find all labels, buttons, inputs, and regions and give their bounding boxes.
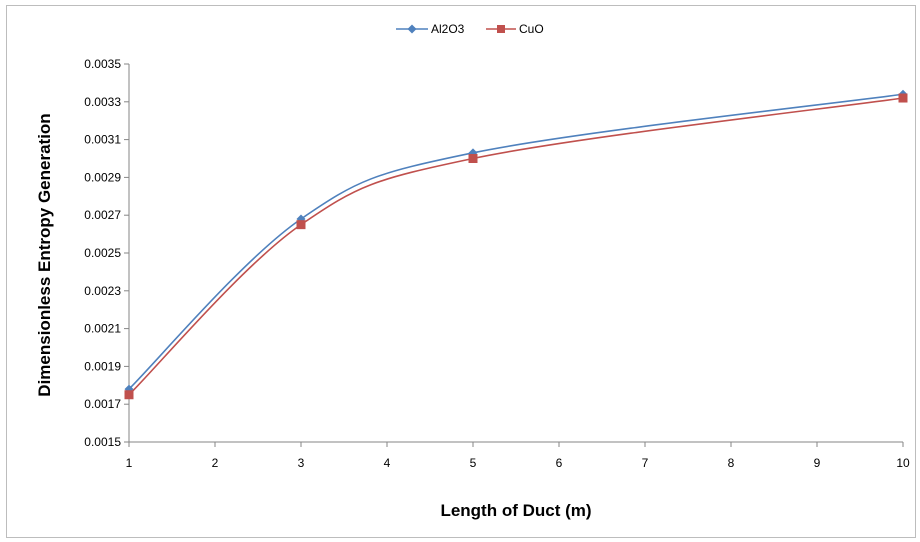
- x-tick-label: 3: [298, 456, 305, 470]
- data-point-cuo: [124, 390, 134, 400]
- x-tick-label: 9: [814, 456, 821, 470]
- y-tick-label: 0.0015: [84, 435, 121, 449]
- y-tick-label: 0.0023: [84, 284, 121, 298]
- y-tick-label: 0.0035: [84, 57, 121, 71]
- series-layer: [124, 89, 908, 400]
- y-axis-title: Dimensionless Entropy Generation: [35, 113, 54, 396]
- series-line-cuo: [128, 97, 904, 396]
- y-tick-label: 0.0025: [84, 246, 121, 260]
- legend-cuo-marker: [497, 25, 505, 33]
- legend-cuo-label: CuO: [519, 22, 544, 36]
- y-tick-label: 0.0021: [84, 322, 121, 336]
- x-tick-label: 5: [470, 456, 477, 470]
- x-tick-label: 7: [642, 456, 649, 470]
- y-tick-label: 0.0019: [84, 359, 121, 373]
- data-point-cuo: [898, 93, 908, 103]
- axes: [128, 64, 903, 443]
- x-ticks: 1 2 3 4 5 6 7 8 9 10: [126, 442, 910, 470]
- x-tick-label: 1: [126, 456, 133, 470]
- x-axis-title: Length of Duct (m): [440, 501, 591, 520]
- y-tick-label: 0.0033: [84, 95, 121, 109]
- x-tick-label: 8: [728, 456, 735, 470]
- data-point-cuo: [296, 220, 306, 230]
- x-tick-label: 10: [896, 456, 910, 470]
- chart-area: [6, 5, 916, 538]
- series-line-al2o3: [128, 93, 904, 390]
- legend: Al2O3 CuO: [396, 22, 544, 36]
- data-point-cuo: [468, 154, 478, 163]
- x-tick-label: 4: [384, 456, 391, 470]
- x-tick-label: 6: [556, 456, 563, 470]
- legend-al2o3-marker: [407, 24, 417, 34]
- y-ticks: 0.0015 0.0017 0.0019 0.0021 0.0023 0.0025 0.00…: [84, 57, 129, 449]
- y-tick-label: 0.0027: [84, 208, 121, 222]
- legend-al2o3-label: Al2O3: [431, 22, 465, 36]
- x-tick-label: 2: [212, 456, 219, 470]
- y-tick-label: 0.0029: [84, 170, 121, 184]
- y-tick-label: 0.0031: [84, 133, 121, 147]
- y-tick-label: 0.0017: [84, 397, 121, 411]
